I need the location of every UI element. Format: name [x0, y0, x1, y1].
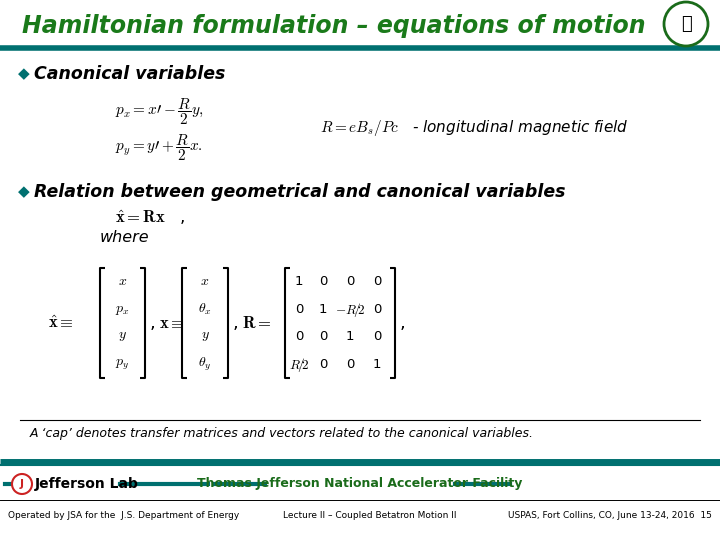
Text: $p_y = y\prime + \dfrac{R}{2}x.$: $p_y = y\prime + \dfrac{R}{2}x.$ — [115, 133, 202, 164]
Text: Operated by JSA for the  J.S. Department of Energy: Operated by JSA for the J.S. Department … — [8, 511, 239, 521]
Text: $-R\!/\!2$: $-R\!/\!2$ — [335, 301, 366, 319]
Text: where: where — [100, 231, 150, 246]
Circle shape — [12, 474, 32, 494]
Text: Thomas Jefferson National Accelerator Facility: Thomas Jefferson National Accelerator Fa… — [197, 477, 523, 490]
Text: Lecture II – Coupled Betatron Motion II: Lecture II – Coupled Betatron Motion II — [283, 511, 456, 521]
Text: 0: 0 — [319, 330, 327, 343]
Text: USPAS, Fort Collins, CO, June 13-24, 2016  15: USPAS, Fort Collins, CO, June 13-24, 201… — [508, 511, 712, 521]
Text: $R\!/\!2$: $R\!/\!2$ — [289, 356, 310, 374]
Text: $x$: $x$ — [200, 274, 210, 288]
Text: $p_x$: $p_x$ — [115, 303, 130, 317]
Text: $y$: $y$ — [201, 329, 210, 343]
Text: ◆: ◆ — [18, 66, 30, 82]
Text: 1: 1 — [319, 303, 328, 316]
Text: $R = eB_s / Pc$   - longitudinal magnetic field: $R = eB_s / Pc$ - longitudinal magnetic … — [320, 118, 629, 138]
Text: 1: 1 — [294, 275, 303, 288]
Text: ,: , — [233, 314, 239, 332]
Text: ,: , — [150, 314, 156, 332]
Text: 0: 0 — [373, 303, 381, 316]
Text: J: J — [20, 479, 24, 489]
Text: $\theta_x$: $\theta_x$ — [198, 302, 212, 318]
Circle shape — [664, 2, 708, 46]
Text: ,: , — [400, 314, 406, 332]
Text: $\hat{\mathbf{x}} = \mathbf{R}\mathbf{x}$   ,: $\hat{\mathbf{x}} = \mathbf{R}\mathbf{x}… — [115, 208, 186, 227]
Text: $\mathbf{R} =$: $\mathbf{R} =$ — [242, 314, 271, 332]
Text: $\mathbf{x} \equiv$: $\mathbf{x} \equiv$ — [159, 314, 185, 332]
Text: 0: 0 — [373, 275, 381, 288]
Text: $\hat{\mathbf{x}} \equiv$: $\hat{\mathbf{x}} \equiv$ — [48, 314, 73, 332]
Text: 0: 0 — [294, 330, 303, 343]
Text: 1: 1 — [346, 330, 354, 343]
Text: 1: 1 — [373, 359, 382, 372]
Text: $p_x = x\prime - \dfrac{R}{2}y,$: $p_x = x\prime - \dfrac{R}{2}y,$ — [115, 97, 204, 127]
Text: 0: 0 — [373, 330, 381, 343]
Text: 0: 0 — [346, 359, 354, 372]
Text: $x$: $x$ — [118, 274, 127, 288]
Text: $\theta_y$: $\theta_y$ — [199, 356, 212, 374]
Text: $p_y$: $p_y$ — [115, 357, 130, 372]
Text: A ‘cap’ denotes transfer matrices and vectors related to the canonical variables: A ‘cap’ denotes transfer matrices and ve… — [30, 428, 534, 441]
Text: Hamiltonian formulation – equations of motion: Hamiltonian formulation – equations of m… — [22, 14, 646, 38]
Text: 0: 0 — [294, 303, 303, 316]
Text: ◆: ◆ — [18, 185, 30, 199]
Text: 0: 0 — [346, 275, 354, 288]
Text: Jefferson Lab: Jefferson Lab — [35, 477, 139, 491]
Text: Relation between geometrical and canonical variables: Relation between geometrical and canonic… — [34, 183, 565, 201]
Text: $y$: $y$ — [118, 329, 127, 343]
Text: 🐏: 🐏 — [680, 15, 691, 33]
Text: 0: 0 — [319, 359, 327, 372]
Text: 0: 0 — [319, 275, 327, 288]
Text: Canonical variables: Canonical variables — [34, 65, 225, 83]
